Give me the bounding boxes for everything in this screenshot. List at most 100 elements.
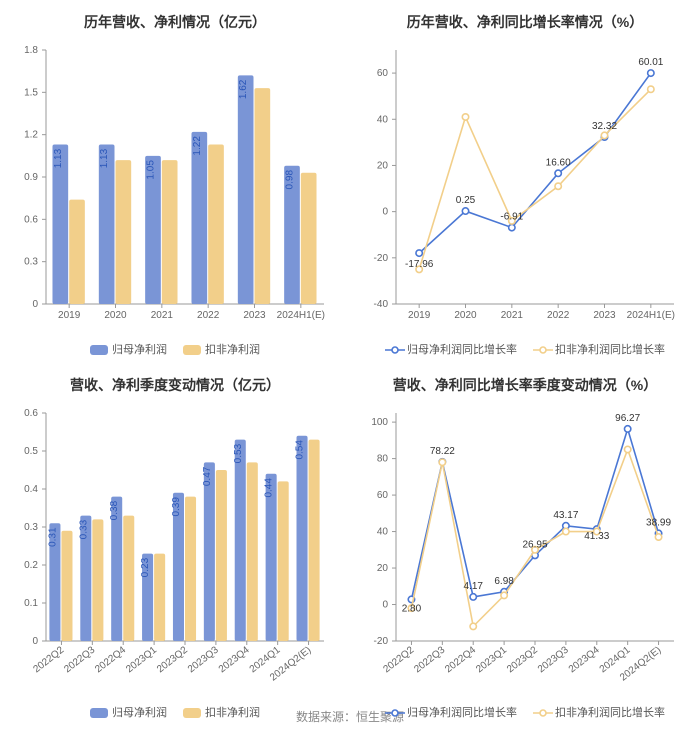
legend-item: 归母净利润	[90, 341, 167, 357]
svg-text:2023Q2: 2023Q2	[155, 644, 190, 675]
chart-legend: 归母净利润同比增长率扣非净利润同比增长率	[356, 704, 694, 720]
svg-text:0: 0	[382, 600, 388, 611]
svg-text:1.8: 1.8	[24, 45, 38, 56]
svg-text:0.98: 0.98	[284, 170, 295, 190]
panel-annual-bar: 历年营收、净利情况（亿元） 0 0.3 0.6 0.9 1.2 1.5 1.8 2019 202…	[0, 0, 350, 363]
svg-text:0.23: 0.23	[140, 557, 151, 577]
svg-text:1.62: 1.62	[238, 79, 249, 99]
svg-text:41.33: 41.33	[584, 531, 609, 542]
svg-text:40: 40	[377, 114, 389, 125]
svg-text:16.60: 16.60	[546, 157, 571, 168]
svg-text:0.6: 0.6	[24, 214, 38, 225]
svg-text:2021: 2021	[151, 310, 174, 321]
svg-text:-17.96: -17.96	[405, 259, 434, 270]
svg-text:0.47: 0.47	[202, 466, 213, 486]
legend-item: 归母净利润同比增长率	[385, 341, 517, 357]
svg-text:2023Q3: 2023Q3	[186, 644, 221, 675]
chart-legend: 归母净利润扣非净利润	[6, 341, 344, 357]
svg-text:0.9: 0.9	[24, 172, 38, 183]
svg-text:1.13: 1.13	[99, 148, 110, 168]
svg-text:0.31: 0.31	[47, 527, 58, 547]
svg-text:1.2: 1.2	[24, 130, 38, 141]
legend-item: 归母净利润	[90, 704, 167, 720]
legend-item: 扣非净利润	[183, 704, 260, 720]
svg-text:0.25: 0.25	[456, 195, 476, 206]
svg-text:0.2: 0.2	[24, 560, 38, 571]
svg-text:0.39: 0.39	[171, 497, 182, 517]
svg-text:0.5: 0.5	[24, 446, 38, 457]
svg-text:20: 20	[377, 160, 389, 171]
line-chart: -200204060801002022Q22022Q32022Q42023Q12…	[356, 403, 694, 698]
svg-text:38.99: 38.99	[646, 517, 671, 528]
svg-text:2023Q2: 2023Q2	[505, 644, 540, 675]
legend-item: 扣非净利润同比增长率	[533, 341, 665, 357]
svg-text:2023: 2023	[243, 310, 266, 321]
bar-chart: 0 0.3 0.6 0.9 1.2 1.5 1.8 2019 2020 2021 2022 2023 2…	[6, 40, 344, 335]
svg-text:78.22: 78.22	[430, 446, 455, 457]
svg-text:2023: 2023	[593, 310, 616, 321]
svg-text:0.4: 0.4	[24, 484, 38, 495]
legend-item: 扣非净利润同比增长率	[533, 704, 665, 720]
svg-text:2023Q1: 2023Q1	[124, 644, 159, 675]
svg-text:2022Q3: 2022Q3	[412, 644, 447, 675]
svg-text:0.6: 0.6	[24, 408, 38, 419]
svg-text:0: 0	[32, 636, 38, 647]
svg-text:2021: 2021	[501, 310, 524, 321]
svg-text:2024H1(E): 2024H1(E)	[627, 310, 675, 321]
svg-text:60.01: 60.01	[638, 57, 663, 68]
svg-text:0.38: 0.38	[109, 500, 120, 520]
svg-text:2024H1(E): 2024H1(E)	[277, 310, 325, 321]
svg-text:-40: -40	[374, 299, 389, 310]
legend-item: 扣非净利润	[183, 341, 260, 357]
svg-text:2022: 2022	[547, 310, 570, 321]
panel-quarter-line: 营收、净利同比增长率季度变动情况（%） -200204060801002022Q…	[350, 363, 700, 726]
svg-text:1.5: 1.5	[24, 87, 38, 98]
svg-text:2023Q1: 2023Q1	[474, 644, 509, 675]
svg-text:60: 60	[377, 68, 389, 79]
svg-text:1.05: 1.05	[145, 160, 156, 180]
svg-text:-20: -20	[374, 253, 389, 264]
svg-text:0.53: 0.53	[233, 443, 244, 463]
svg-text:2023Q4: 2023Q4	[217, 644, 252, 675]
svg-text:0.1: 0.1	[24, 598, 38, 609]
svg-text:40: 40	[377, 527, 389, 538]
svg-text:32.32: 32.32	[592, 121, 617, 132]
svg-text:2023Q4: 2023Q4	[567, 644, 602, 675]
svg-text:1.22: 1.22	[192, 136, 203, 156]
svg-text:6.98: 6.98	[494, 576, 514, 587]
svg-text:2020: 2020	[454, 310, 477, 321]
svg-text:2023Q3: 2023Q3	[536, 644, 571, 675]
svg-text:2020: 2020	[104, 310, 127, 321]
svg-text:0.33: 0.33	[78, 519, 89, 539]
svg-text:0: 0	[382, 207, 388, 218]
svg-text:2022Q4: 2022Q4	[443, 644, 478, 675]
svg-text:96.27: 96.27	[615, 413, 640, 424]
svg-text:0: 0	[32, 299, 38, 310]
svg-text:43.17: 43.17	[553, 510, 578, 521]
svg-text:-6.91: -6.91	[500, 212, 523, 223]
svg-text:26.95: 26.95	[522, 539, 547, 550]
svg-text:2022Q2: 2022Q2	[381, 644, 416, 675]
svg-text:2019: 2019	[408, 310, 431, 321]
svg-text:1.13: 1.13	[53, 148, 64, 168]
svg-text:2019: 2019	[58, 310, 81, 321]
legend-item: 归母净利润同比增长率	[385, 704, 517, 720]
chart-legend: 归母净利润同比增长率扣非净利润同比增长率	[356, 341, 694, 357]
chart-title: 历年营收、净利情况（亿元）	[6, 12, 344, 32]
svg-text:2022Q4: 2022Q4	[93, 644, 128, 675]
panel-annual-line: 历年营收、净利同比增长率情况（%） -40 -20 0 20 40 60 2019 2020 2…	[350, 0, 700, 363]
svg-text:60: 60	[377, 490, 389, 501]
svg-text:80: 80	[377, 454, 389, 465]
svg-text:2022Q2: 2022Q2	[31, 644, 66, 675]
svg-text:0.3: 0.3	[24, 522, 38, 533]
svg-text:-20: -20	[374, 636, 389, 647]
bar-chart: 00.10.20.30.40.50.62022Q22022Q32022Q4202…	[6, 403, 344, 698]
svg-text:0.54: 0.54	[295, 440, 306, 460]
chart-legend: 归母净利润扣非净利润	[6, 704, 344, 720]
svg-text:2022: 2022	[197, 310, 220, 321]
chart-title: 历年营收、净利同比增长率情况（%）	[356, 12, 694, 32]
svg-text:20: 20	[377, 563, 389, 574]
svg-text:2.80: 2.80	[402, 603, 422, 614]
svg-text:0.3: 0.3	[24, 257, 38, 268]
chart-grid: 历年营收、净利情况（亿元） 00.30.60.91.21.51.82019202…	[0, 0, 700, 700]
